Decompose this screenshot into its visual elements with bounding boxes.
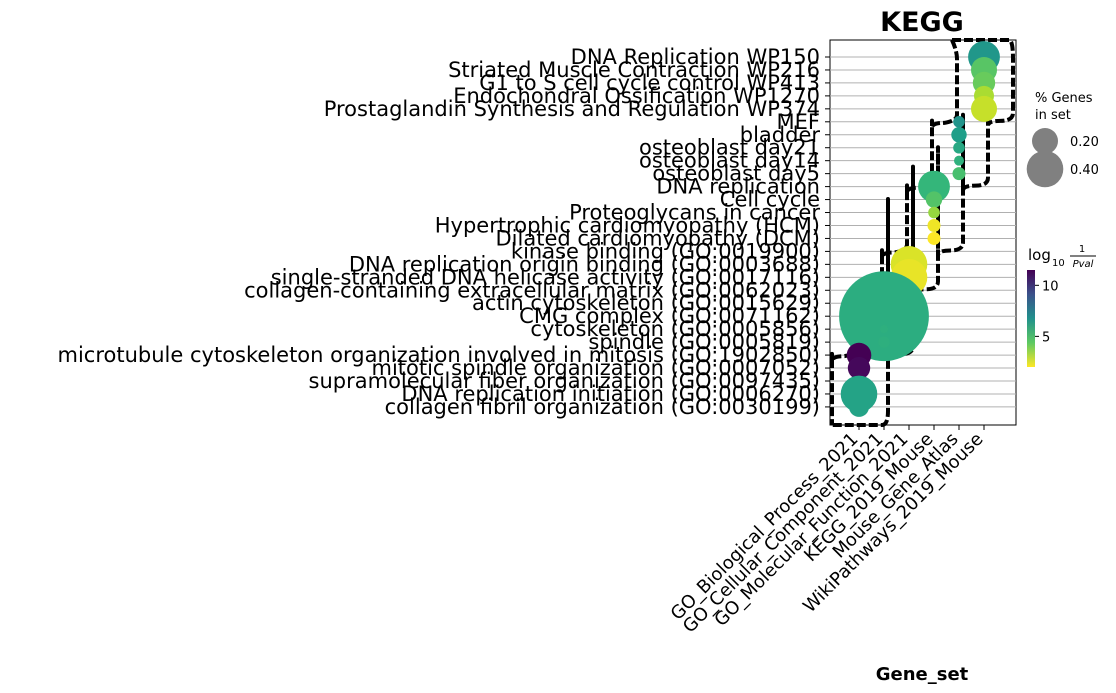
size-legend-marker	[1026, 150, 1064, 188]
size-legend-title-line2: in set	[1035, 108, 1071, 123]
data-point	[953, 141, 965, 154]
y-tick-label: actin cytoskeleton (GO:0015629)	[472, 291, 820, 315]
y-tick-label: G1 to S cell cycle control WP413	[479, 71, 820, 95]
size-legend-label: 0.20	[1070, 135, 1099, 150]
y-tick-label: supramolecular fiber organization (GO:00…	[309, 369, 820, 393]
y-tick-label: mitotic spindle organization (GO:0007052…	[371, 356, 820, 380]
data-point	[879, 325, 889, 334]
colorbar-tick-label: 10	[1042, 279, 1059, 294]
data-point	[925, 191, 943, 208]
y-tick-label: Proteoglycans in cancer	[569, 201, 820, 225]
colorbar: log 10 1 Pval 10 5	[1027, 244, 1096, 367]
y-tick-label: MEF	[777, 110, 820, 134]
y-tick-label: DNA replication	[656, 175, 820, 199]
data-points	[839, 41, 1000, 417]
data-point	[953, 116, 965, 128]
colorbar-label-num: 1	[1079, 244, 1085, 255]
y-tick-label: single-stranded DNA helicase activity (G…	[271, 265, 820, 289]
y-tick-label: DNA Replication WP150	[571, 45, 820, 69]
data-point	[918, 170, 950, 203]
data-point	[839, 271, 929, 362]
data-point	[847, 356, 871, 380]
colorbar-label-log: log	[1028, 246, 1051, 264]
y-tick-label: osteoblast day14	[639, 149, 820, 173]
data-point	[927, 218, 941, 232]
y-tick-label: Prostaglandin Synthesis and Regulation W…	[324, 97, 820, 121]
data-point	[878, 336, 890, 348]
data-point	[952, 167, 966, 181]
data-point	[849, 396, 869, 417]
y-tick-label: DNA replication origin binding (GO:00036…	[349, 252, 820, 276]
data-point	[954, 155, 964, 166]
y-tick-label: Dilated cardiomyopathy (DCM)	[496, 226, 820, 250]
data-point	[951, 127, 967, 143]
y-tick-label: DNA replication initiation (GO:0006270)	[401, 382, 820, 406]
colorbar-ticks: 10 5	[1035, 279, 1059, 345]
x-axis-label: Gene_set	[876, 664, 969, 685]
y-tick-label: collagen-containing extracellular matrix…	[244, 278, 820, 302]
size-legend-title-line1: % Genes	[1035, 91, 1093, 106]
size-legend-marker	[1032, 128, 1058, 154]
y-tick-label: cytoskeleton (GO:0005856)	[530, 317, 820, 341]
y-tick-label: Cell cycle	[720, 188, 820, 212]
y-tick-label: osteoblast day5	[652, 162, 820, 186]
y-tick-label: Endochondral Ossification WP1270	[453, 84, 820, 108]
chart-title: KEGG	[880, 7, 964, 38]
y-tick-label: Hypertrophic cardiomyopathy (HCM)	[435, 213, 820, 237]
y-tick-label: Striated Muscle Contraction WP216	[448, 58, 820, 82]
x-tick-labels: GO_Biological_Process_2021GO_Cellular_Co…	[667, 425, 988, 637]
y-tick-label: spindle (GO:0005819)	[588, 330, 820, 354]
y-tick-label: osteoblast day21	[639, 136, 820, 160]
y-tick-label: CMG complex (GO:0071162)	[519, 304, 820, 328]
y-tick-label: microtubule cytoskeleton organization in…	[58, 343, 820, 367]
size-legend-label: 0.40	[1070, 163, 1099, 178]
colorbar-tick-label: 5	[1042, 330, 1050, 345]
colorbar-label-sub: 10	[1052, 258, 1065, 269]
data-point	[927, 231, 941, 245]
data-point	[928, 206, 940, 219]
y-tick-label: kinase binding (GO:0019900)	[511, 239, 820, 263]
y-tick-label: collagen fibril organization (GO:0030199…	[385, 395, 820, 419]
data-point	[971, 95, 997, 122]
plot-area	[829, 39, 1017, 426]
colorbar-gradient	[1027, 270, 1035, 367]
y-tick-label: bladder	[740, 123, 821, 147]
size-legend: % Genes in set 0.20 0.40	[1026, 91, 1099, 188]
colorbar-label-den: Pval	[1073, 259, 1094, 270]
